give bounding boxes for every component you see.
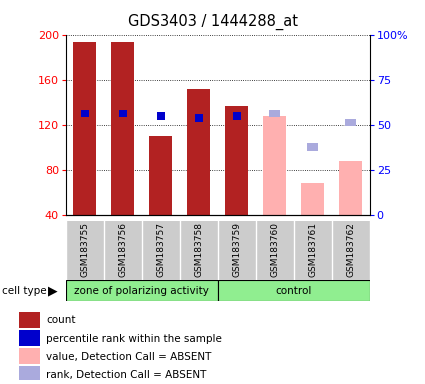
Text: zone of polarizing activity: zone of polarizing activity: [74, 286, 209, 296]
Text: GSM183759: GSM183759: [232, 222, 241, 277]
Text: GSM183757: GSM183757: [156, 222, 165, 277]
Text: ▶: ▶: [48, 285, 58, 297]
Bar: [269, 109, 280, 118]
Bar: [19, 330, 40, 346]
Bar: [218, 280, 370, 301]
Bar: [81, 109, 89, 118]
Bar: [150, 136, 172, 215]
Bar: [66, 280, 218, 301]
Text: GSM183756: GSM183756: [118, 222, 127, 277]
Bar: [339, 161, 362, 215]
Bar: [74, 43, 96, 215]
Text: GSM183762: GSM183762: [346, 222, 355, 277]
Bar: [232, 112, 241, 120]
Text: value, Detection Call = ABSENT: value, Detection Call = ABSENT: [46, 352, 212, 362]
Text: GSM183760: GSM183760: [270, 222, 279, 277]
Bar: [157, 112, 165, 120]
Text: count: count: [46, 315, 76, 325]
Text: GSM183761: GSM183761: [308, 222, 317, 277]
Text: GSM183758: GSM183758: [194, 222, 203, 277]
Bar: [119, 109, 127, 118]
Bar: [345, 119, 357, 126]
Text: cell type: cell type: [2, 286, 47, 296]
Bar: [19, 311, 40, 328]
Bar: [264, 116, 286, 215]
Bar: [19, 366, 40, 382]
Bar: [195, 114, 203, 122]
Bar: [187, 89, 210, 215]
Text: percentile rank within the sample: percentile rank within the sample: [46, 334, 222, 344]
Bar: [111, 43, 134, 215]
Bar: [307, 143, 318, 151]
Text: GDS3403 / 1444288_at: GDS3403 / 1444288_at: [128, 13, 298, 30]
Text: rank, Detection Call = ABSENT: rank, Detection Call = ABSENT: [46, 370, 207, 380]
Text: control: control: [275, 286, 312, 296]
Bar: [301, 184, 324, 215]
Text: GSM183755: GSM183755: [80, 222, 89, 277]
Bar: [19, 348, 40, 364]
Bar: [225, 106, 248, 215]
